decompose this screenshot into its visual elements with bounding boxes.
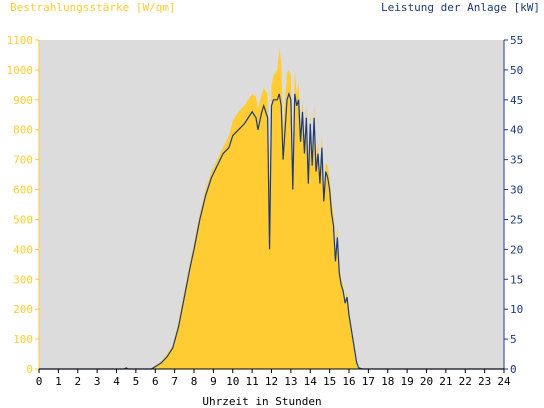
x-tick-label: 0 (36, 375, 43, 388)
right-axis-label: Leistung der Anlage [kW] (381, 1, 540, 14)
x-tick-label: 15 (323, 375, 336, 388)
series-irradiance-area (39, 48, 504, 369)
y-left-tick-label: 900 (13, 94, 33, 107)
y-right-tick-label: 0 (510, 363, 517, 376)
x-tick-label: 16 (342, 375, 355, 388)
y-left-tick-label: 0 (26, 363, 33, 376)
x-tick-label: 17 (362, 375, 375, 388)
x-tick-label: 13 (284, 375, 297, 388)
series-layer (39, 48, 504, 370)
y-left-tick-label: 700 (13, 154, 33, 167)
x-tick-label: 3 (94, 375, 101, 388)
series-power-line (39, 91, 504, 370)
y-right-tick-label: 50 (510, 64, 523, 77)
x-tick-label: 2 (74, 375, 81, 388)
y-right-tick-label: 45 (510, 94, 523, 107)
x-tick-label: 20 (420, 375, 433, 388)
y-right-tick-label: 30 (510, 184, 523, 197)
x-tick-label: 1 (55, 375, 62, 388)
y-left-tick-label: 400 (13, 243, 33, 256)
x-tick-label: 9 (210, 375, 217, 388)
y-right-tick-label: 25 (510, 213, 523, 226)
x-tick-label: 19 (401, 375, 414, 388)
axes-layer: 0100200300400500600700800900100011000510… (7, 34, 524, 388)
y-left-tick-label: 100 (13, 333, 33, 346)
y-left-tick-label: 300 (13, 273, 33, 286)
x-tick-label: 8 (191, 375, 198, 388)
x-tick-label: 10 (226, 375, 239, 388)
x-tick-label: 4 (113, 375, 120, 388)
x-tick-label: 7 (171, 375, 178, 388)
x-tick-label: 12 (265, 375, 278, 388)
x-tick-label: 11 (246, 375, 259, 388)
y-right-tick-label: 20 (510, 243, 523, 256)
x-tick-label: 18 (381, 375, 394, 388)
left-axis-label: Bestrahlungsstärke [W/qm] (10, 1, 176, 14)
y-right-tick-label: 15 (510, 273, 523, 286)
y-right-tick-label: 35 (510, 154, 523, 167)
y-left-tick-label: 600 (13, 184, 33, 197)
y-right-tick-label: 55 (510, 34, 523, 47)
y-right-tick-label: 5 (510, 333, 517, 346)
x-tick-label: 6 (152, 375, 159, 388)
y-left-tick-label: 800 (13, 124, 33, 137)
y-right-tick-label: 40 (510, 124, 523, 137)
x-tick-label: 14 (304, 375, 318, 388)
x-tick-label: 5 (133, 375, 140, 388)
x-tick-label: 22 (459, 375, 472, 388)
x-tick-label: 23 (478, 375, 491, 388)
x-tick-label: 24 (497, 375, 511, 388)
y-right-tick-label: 10 (510, 303, 523, 316)
x-axis-title: Uhrzeit in Stunden (202, 395, 321, 408)
y-left-tick-label: 1100 (7, 34, 34, 47)
y-left-tick-label: 1000 (7, 64, 34, 77)
y-left-tick-label: 200 (13, 303, 33, 316)
x-tick-label: 21 (439, 375, 452, 388)
y-left-tick-label: 500 (13, 213, 33, 226)
